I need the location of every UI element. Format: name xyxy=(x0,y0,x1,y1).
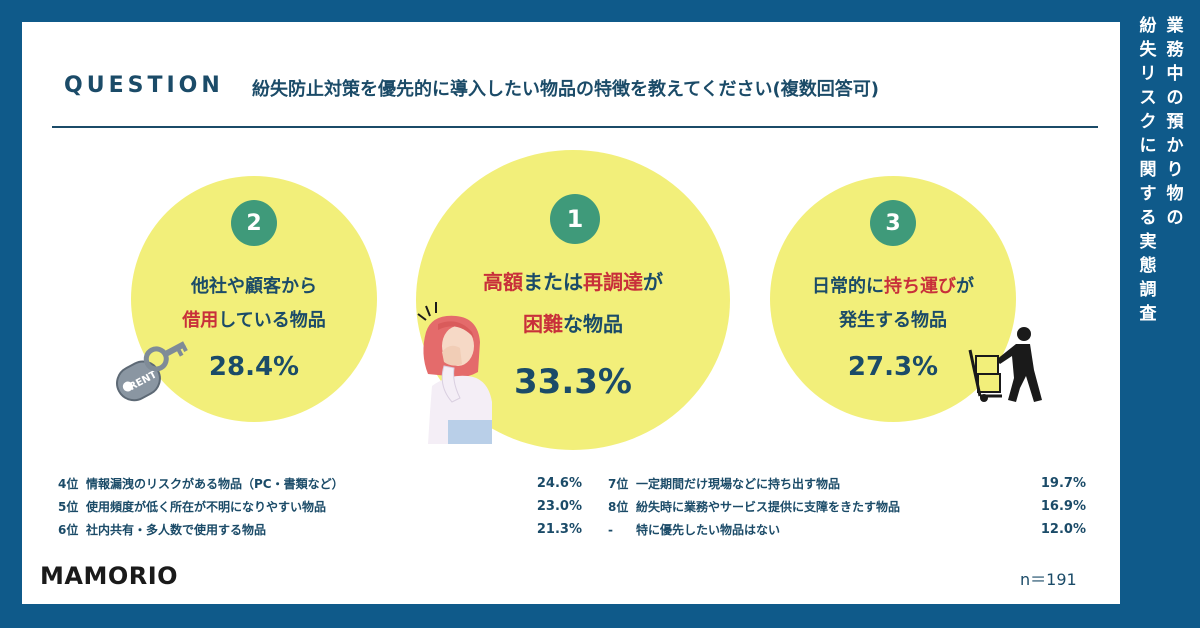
rank-number: - xyxy=(608,522,613,537)
sample-size: n＝191 xyxy=(1020,570,1077,589)
rank-label: 紛失時に業務やサービス提供に支障をきたす物品 xyxy=(636,500,901,514)
rank-label: 使用頻度が低く所在が不明になりやすい物品 xyxy=(86,500,327,514)
list-item: - 特に優先したい物品はない 12.0% xyxy=(608,518,1086,541)
rank-3-label-line2: 発生する物品 xyxy=(839,310,947,331)
rank-number: 4位 xyxy=(58,477,79,491)
rank-2-badge: 2 xyxy=(231,200,277,246)
rank-value: 12.0% xyxy=(1040,522,1086,537)
rank-value: 23.0% xyxy=(536,499,582,514)
rank-number: 7位 xyxy=(608,477,629,491)
list-item: 4位 情報漏洩のリスクがある物品（PC・書類など） 24.6% xyxy=(58,472,582,495)
rank-3-label-line1: 日常的に持ち運びが xyxy=(770,272,1016,298)
rank-3-badge: 3 xyxy=(870,200,916,246)
rank-label: 特に優先したい物品はない xyxy=(636,523,781,537)
rank-1-label-line2: 困難な物品 xyxy=(416,308,730,337)
delivery-worker-icon xyxy=(968,327,1042,402)
rank-1-label-mid: または xyxy=(523,270,583,294)
other-ranks-left: 4位 情報漏洩のリスクがある物品（PC・書類など） 24.6% 5位 使用頻度が低く所… xyxy=(58,472,582,541)
other-ranks-right: 7位 一定期間だけ現場などに持ち出す物品 19.7% 8位 紛失時に業務やサービス提供… xyxy=(608,472,1086,541)
question-divider xyxy=(52,126,1098,128)
rank-label: 一定期間だけ現場などに持ち出す物品 xyxy=(636,477,841,491)
rank-1-value: 33.3% xyxy=(514,362,632,402)
question-text: 紛失防止対策を優先的に導入したい物品の特徴を教えてください(複数回答可) xyxy=(252,79,880,100)
rank-value: 19.7% xyxy=(1040,476,1086,491)
rank-1-label-rest: な物品 xyxy=(563,312,623,336)
rent-key-icon: RENT xyxy=(116,341,188,402)
rank-3-label-pre: 日常的に xyxy=(812,276,884,297)
rank-2-circle: 2 他社や顧客から 借用している物品 28.4% xyxy=(131,176,377,422)
rank-label: 情報漏洩のリスクがある物品（PC・書類など） xyxy=(86,477,344,491)
rank-number: 5位 xyxy=(58,500,79,514)
rank-1-highlight-1: 高額 xyxy=(483,270,523,294)
rank-value: 24.6% xyxy=(536,476,582,491)
rank-3-highlight: 持ち運び xyxy=(884,276,956,297)
list-item: 8位 紛失時に業務やサービス提供に支障をきたす物品 16.9% xyxy=(608,495,1086,518)
rank-3-value: 27.3% xyxy=(847,352,939,382)
brand-logo: MAMORIO xyxy=(40,562,179,590)
rank-1-label-line1: 高額または再調達が xyxy=(416,266,730,295)
rank-value: 21.3% xyxy=(536,522,582,537)
rank-1-highlight-2: 再調達 xyxy=(583,270,643,294)
rank-1-badge: 1 xyxy=(550,194,600,244)
rank-2-label-line1: 他社や顧客から xyxy=(191,276,317,297)
rank-1-label-end: が xyxy=(643,270,663,294)
rank-3-circle: 3 日常的に持ち運びが 発生する物品 27.3% xyxy=(770,176,1016,422)
rank-2-label-line2: 借用している物品 xyxy=(131,306,377,332)
question-label: QUESTION xyxy=(64,73,224,98)
list-item: 5位 使用頻度が低く所在が不明になりやすい物品 23.0% xyxy=(58,495,582,518)
rank-number: 8位 xyxy=(608,500,629,514)
rank-number: 6位 xyxy=(58,523,79,537)
rank-3-label-end: が xyxy=(956,276,974,297)
list-item: 6位 社内共有・多人数で使用する物品 21.3% xyxy=(58,518,582,541)
rank-2-value: 28.4% xyxy=(208,352,300,382)
survey-title-line1: 業務中の預かり物の xyxy=(1166,16,1184,228)
rank-2-label-rest: している物品 xyxy=(218,310,326,331)
rank-label: 社内共有・多人数で使用する物品 xyxy=(86,523,267,537)
rank-value: 16.9% xyxy=(1040,499,1086,514)
list-item: 7位 一定期間だけ現場などに持ち出す物品 19.7% xyxy=(608,472,1086,495)
rank-2-highlight: 借用 xyxy=(182,310,219,331)
survey-title-line2: 紛失リスクに関する実態調査 xyxy=(1139,16,1157,324)
troubled-person-icon xyxy=(417,302,492,444)
rank-1-highlight-3: 困難 xyxy=(523,312,563,336)
